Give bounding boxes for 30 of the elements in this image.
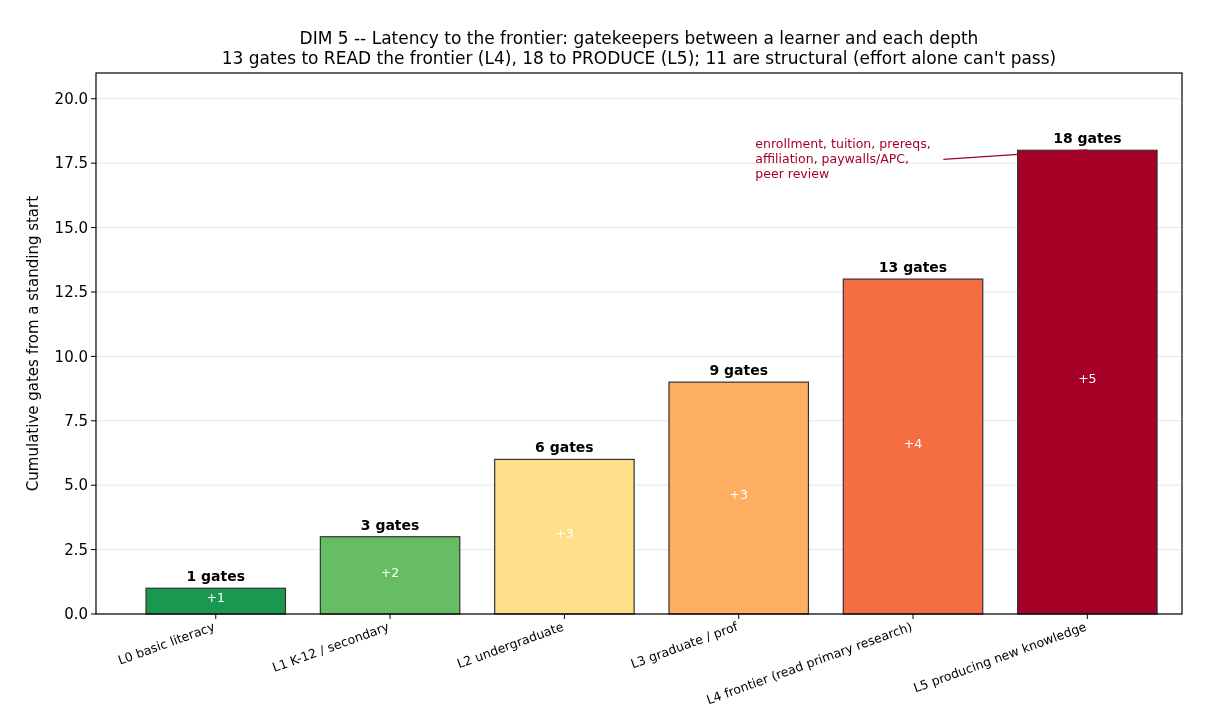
bar [494,458,635,615]
annotation: enrollment, tuition, prereqs, affiliation, paywalls/APC, peer review [755,136,931,182]
y-tick-label: 17.5 [54,154,88,173]
annotation: +3 [555,525,574,541]
y-tick-label: 5.0 [64,476,88,495]
y-tick-label: 2.5 [64,540,88,559]
bar [319,536,461,615]
annotation: +1 [206,590,225,606]
y-tick-label: 0.0 [64,605,88,624]
annotation: +3 [729,487,748,503]
y-tick-label: 12.5 [54,283,88,302]
annotation: +5 [1078,371,1097,387]
bar [145,587,287,615]
chart-title: DIM 5 -- Latency to the frontier: gatekeepers between a learner and each depth [299,28,979,48]
data-label: 13 gates [878,259,948,276]
y-axis-title: Cumulative gates from a standing start [24,195,42,492]
bar [668,381,810,615]
data-label: 6 gates [535,439,594,456]
bar [842,278,984,615]
y-tick-label: 15.0 [54,218,88,237]
y-tick-label: 7.5 [64,412,88,431]
annotation: +4 [903,435,923,451]
data-label: 3 gates [360,516,420,533]
data-label: 1 gates [186,568,246,585]
data-label: 18 gates [1053,130,1122,147]
data-label: 9 gates [709,362,769,379]
y-tick-label: 10.0 [54,347,88,366]
chart-subtitle: 13 gates to READ the frontier (L4), 18 to PRODUCE (L5); 11 are structural (effort alone can't pass) [221,48,1057,68]
annotation: +2 [380,564,400,580]
y-tick-label: 20.0 [54,90,88,109]
